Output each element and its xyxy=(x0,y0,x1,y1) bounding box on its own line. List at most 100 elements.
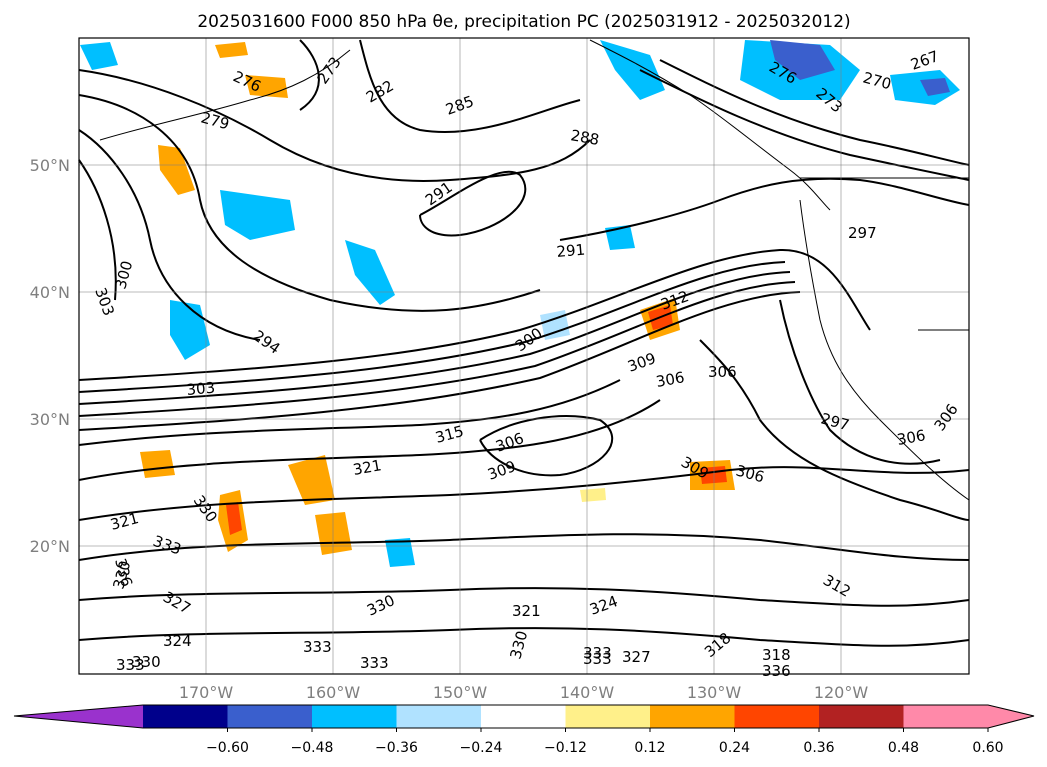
lon-label: 170°W xyxy=(179,683,234,702)
colorbar-cell xyxy=(143,705,228,728)
contour-line xyxy=(479,415,614,477)
lon-labels: 170°W 160°W 150°W 140°W 130°W 120°W xyxy=(179,683,869,702)
colorbar-cell xyxy=(903,705,989,728)
contour-label: 306 xyxy=(708,363,737,381)
contour-line xyxy=(78,291,801,431)
precip-area-blue xyxy=(605,225,635,250)
colorbar-cell xyxy=(565,705,651,728)
precip-area-blue xyxy=(220,190,295,240)
contour-label: 324 xyxy=(163,632,192,650)
coastlines xyxy=(99,39,970,501)
colorbar-tick-label: 0.60 xyxy=(972,740,1003,756)
contour-line xyxy=(78,69,591,182)
contour-label: 303 xyxy=(186,379,216,399)
colorbar-cell xyxy=(481,705,566,728)
contour-line xyxy=(78,399,661,481)
colorbar-outline xyxy=(13,704,1035,729)
contour-label: 321 xyxy=(352,456,383,479)
contour-line xyxy=(78,627,970,647)
contour-line xyxy=(78,261,786,393)
colorbar-cells xyxy=(14,705,1034,728)
colorbar-cell xyxy=(312,705,397,728)
colorbar-tick-label: −0.24 xyxy=(460,740,503,756)
contour-line xyxy=(78,533,970,561)
contour-line xyxy=(78,94,541,312)
contour-line xyxy=(78,271,791,405)
contour-label: 333 xyxy=(583,644,612,662)
precip-area-blue xyxy=(80,42,118,70)
precip-area-orange xyxy=(288,455,335,505)
precip-area-blue xyxy=(540,310,570,340)
colorbar-tick-label: −0.12 xyxy=(544,740,587,756)
precip-shading xyxy=(80,40,960,567)
contour-line xyxy=(78,587,970,607)
colorbar-cell xyxy=(734,705,820,728)
graticule xyxy=(79,38,969,674)
precip-area-orange xyxy=(140,450,175,478)
contour-label: 333 xyxy=(303,638,332,656)
colorbar-tick-label: −0.60 xyxy=(206,740,249,756)
lat-label: 50°N xyxy=(30,156,70,175)
coastline-aleutians xyxy=(99,49,351,141)
lat-label: 30°N xyxy=(30,410,70,429)
colorbar-cell xyxy=(396,705,482,728)
contour-line xyxy=(359,39,581,134)
colorbar-tick-label: −0.36 xyxy=(375,740,418,756)
theta-e-contours xyxy=(78,39,970,647)
contour-label: 306 xyxy=(655,368,686,391)
lat-labels: 50°N 40°N 30°N 20°N xyxy=(30,156,70,556)
lon-label: 120°W xyxy=(814,683,869,702)
lat-label: 20°N xyxy=(30,537,70,556)
colorbar-tick-label: 0.12 xyxy=(634,740,665,756)
contour-line xyxy=(559,177,970,241)
contour-label: 333 xyxy=(360,654,389,672)
contour-label: 291 xyxy=(556,241,586,261)
contour-label: 321 xyxy=(512,602,541,620)
precip-area-darkblue xyxy=(920,78,950,96)
precip-area-orange xyxy=(315,512,352,555)
contour-line xyxy=(78,281,796,417)
contour-line xyxy=(299,39,320,111)
lon-label: 160°W xyxy=(306,683,361,702)
colorbar-tick-label: 0.24 xyxy=(719,740,750,756)
contour-line xyxy=(699,339,970,521)
contour-line xyxy=(78,248,871,381)
map-frame xyxy=(78,37,970,675)
contour-label: 297 xyxy=(848,224,877,242)
coastline-west-coast xyxy=(799,199,970,501)
contour-line xyxy=(779,299,941,465)
precip-area-blue xyxy=(600,40,665,100)
contour-line xyxy=(419,170,527,237)
contour-label: 318 xyxy=(762,646,791,664)
colorbar-cell xyxy=(650,705,735,728)
precip-area-orange xyxy=(215,42,248,58)
precip-area-darkblue xyxy=(770,40,835,80)
precip-area-red xyxy=(226,502,242,535)
contour-label: 336 xyxy=(762,662,791,680)
colorbar: −0.60 −0.48 −0.36 −0.24 −0.12 0.12 0.24 0.36 0.4… xyxy=(13,704,1035,756)
precip-area-yellow xyxy=(580,488,606,502)
colorbar-tick-label: 0.48 xyxy=(888,740,919,756)
colorbar-cell xyxy=(819,705,904,728)
contour-line xyxy=(78,466,970,521)
colorbar-ticks: −0.60 −0.48 −0.36 −0.24 −0.12 0.12 0.24 0.36 0.4… xyxy=(206,728,1004,756)
precip-area-orange xyxy=(158,145,195,195)
colorbar-extend-min xyxy=(14,705,143,728)
contour-line xyxy=(78,379,621,446)
lat-label: 40°N xyxy=(30,283,70,302)
contour-label: 288 xyxy=(569,126,600,149)
contour-label: 333 xyxy=(583,650,612,668)
lon-label: 130°W xyxy=(687,683,742,702)
colorbar-cell xyxy=(227,705,313,728)
contour-line xyxy=(659,59,970,166)
map-title: 2025031600 F000 850 hPa θe, precipitatio… xyxy=(197,12,850,32)
contour-label: 327 xyxy=(622,648,651,666)
lon-label: 140°W xyxy=(560,683,615,702)
contour-label: 333 xyxy=(116,656,145,674)
contour-line xyxy=(78,159,117,301)
contour-line xyxy=(78,129,261,341)
contour-label: 306 xyxy=(896,426,927,449)
colorbar-tick-label: 0.36 xyxy=(803,740,834,756)
coastline-alaska xyxy=(589,39,831,211)
